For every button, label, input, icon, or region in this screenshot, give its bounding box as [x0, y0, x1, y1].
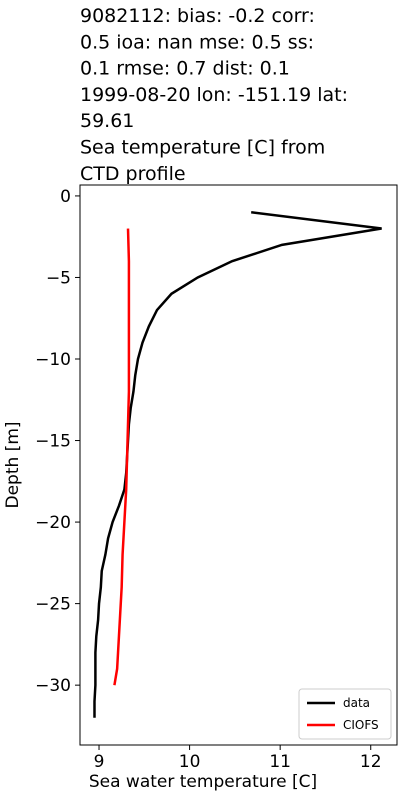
chart-title: CTD profile [80, 163, 186, 185]
data-line [113, 228, 131, 686]
x-tick-label: 9 [94, 752, 105, 772]
plot-frame [79, 184, 398, 746]
y-tick-label: −20 [35, 513, 71, 533]
data-line [93, 210, 382, 718]
legend-box [298, 688, 392, 740]
x-tick-label: 10 [179, 752, 201, 772]
legend-label: CIOFS [343, 718, 379, 732]
chart-title: 9082112: bias: -0.2 corr: [80, 5, 315, 27]
y-tick-label: −30 [35, 676, 71, 696]
x-tick-label: 11 [269, 752, 291, 772]
y-tick-label: −10 [35, 350, 71, 370]
chart-title: 59.61 [80, 110, 134, 132]
x-tick-label: 12 [360, 752, 382, 772]
y-axis-label: Depth [m] [3, 421, 23, 508]
chart-title: 1999-08-20 lon: -151.19 lat: [80, 84, 348, 106]
y-tick-label: −15 [35, 432, 71, 452]
chart-title: 0.5 ioa: nan mse: 0.5 ss: [80, 31, 314, 53]
legend-label: data [343, 696, 370, 710]
y-tick-label: 0 [60, 187, 71, 207]
chart-title: 0.1 rmse: 0.7 dist: 0.1 [80, 58, 290, 80]
chart-title: Sea temperature [C] from [80, 137, 325, 159]
x-axis-label: Sea water temperature [C] [89, 772, 317, 792]
y-tick-label: −25 [35, 595, 71, 615]
y-tick-label: −5 [46, 268, 71, 288]
